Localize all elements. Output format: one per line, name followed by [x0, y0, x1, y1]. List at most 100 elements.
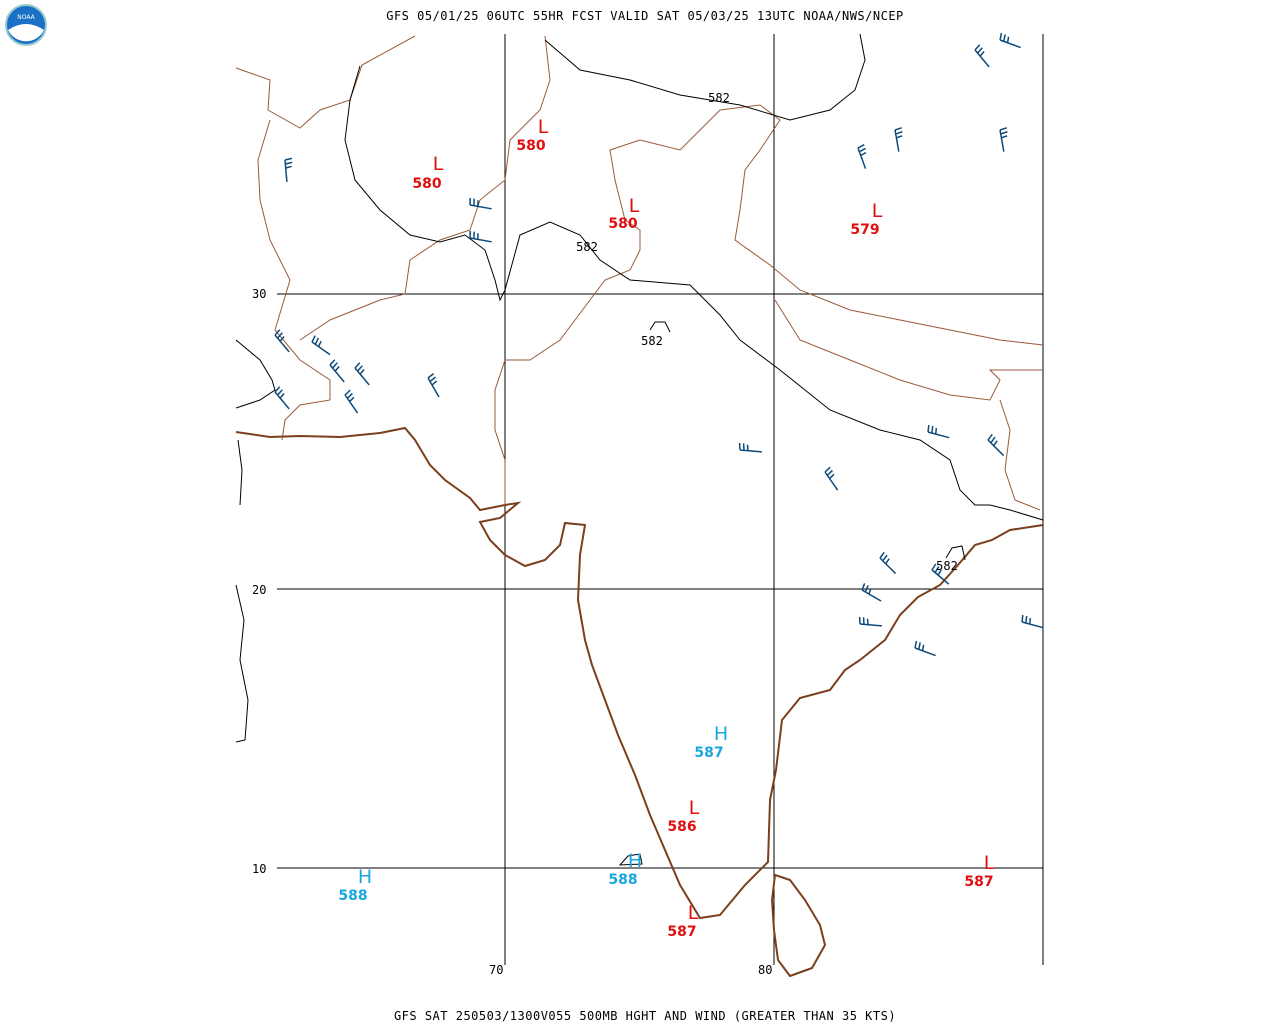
wind-barb: [284, 157, 293, 182]
contour-label: 582: [641, 334, 663, 348]
center-value: 580: [412, 176, 441, 192]
wind-barb: [857, 144, 867, 169]
contour: [235, 584, 249, 743]
center-value: 586: [667, 819, 696, 835]
wind-barb: [861, 583, 882, 602]
borders: [235, 35, 1044, 511]
contour: [618, 853, 643, 866]
lat-label: 20: [252, 583, 266, 597]
contour: [945, 545, 966, 561]
border: [257, 119, 331, 441]
wind-barb: [999, 32, 1021, 49]
wind-barb: [274, 329, 290, 353]
wind-barb: [894, 127, 903, 152]
barb-shaft: [861, 583, 882, 602]
wind-barb: [927, 424, 950, 439]
center-value: 580: [608, 216, 637, 232]
wind-barb: [987, 433, 1005, 457]
footer: GFS SAT 250503/1300V055 500MB HGHT AND W…: [394, 1009, 896, 1023]
border: [494, 359, 506, 505]
contour: [649, 321, 671, 333]
center-symbol: H: [714, 723, 728, 745]
wind-barb: [914, 640, 936, 657]
barb-shaft: [329, 359, 345, 383]
barb-shaft: [858, 616, 882, 627]
lat-label: 30: [252, 287, 266, 301]
barb-shaft: [987, 433, 1005, 457]
barb-shaft: [284, 157, 293, 182]
contour: [235, 339, 276, 409]
barb-shaft: [469, 230, 492, 243]
center-symbol: L: [538, 116, 549, 138]
barb-shaft: [274, 329, 290, 353]
wind-barbs: [274, 32, 1044, 657]
barb-shaft: [469, 197, 492, 210]
barb-shaft: [879, 551, 897, 575]
center-symbol: H: [628, 850, 642, 872]
coast-sri-lanka: [770, 873, 827, 978]
center-symbol: L: [688, 902, 699, 924]
center-value: 588: [608, 872, 637, 888]
barb-shaft: [914, 640, 936, 657]
center-value: 580: [516, 138, 545, 154]
wind-barb: [354, 362, 370, 386]
coast-india: [235, 426, 1044, 920]
contours: [235, 33, 1044, 866]
barb-shaft: [344, 389, 359, 414]
barb-shaft: [738, 442, 762, 453]
contour-label: 582: [576, 240, 598, 254]
wind-barb: [931, 563, 950, 585]
barb-shaft: [927, 424, 950, 439]
logo-text: NOAA: [17, 14, 35, 21]
wind-barb: [999, 127, 1008, 152]
barb-shaft: [824, 466, 839, 491]
contour: [344, 65, 506, 302]
lon-label: 70: [489, 963, 503, 977]
center-value: 587: [694, 745, 723, 761]
center-symbol: L: [984, 852, 995, 874]
wind-barb: [824, 466, 839, 491]
logo-wave: [8, 24, 44, 42]
lat-label: 10: [252, 862, 266, 876]
barb-shaft: [931, 563, 950, 585]
barb-shaft: [974, 44, 990, 68]
wind-barb: [469, 197, 492, 210]
barb-shaft: [857, 144, 867, 169]
center-symbol: L: [433, 153, 444, 175]
contour: [544, 33, 866, 121]
wind-barb: [274, 386, 290, 410]
center-symbol: H: [358, 866, 372, 888]
center-symbol: L: [872, 200, 883, 222]
labels: L580L580L580L579H587L586H588H588L587L587…: [338, 91, 994, 940]
wind-barb: [738, 442, 762, 453]
logo: NOAA: [5, 4, 47, 46]
wind-barb: [329, 359, 345, 383]
wind-barb: [1021, 614, 1044, 629]
contour: [237, 439, 243, 506]
border: [505, 104, 1044, 361]
header: GFS 05/01/25 06UTC 55HR FCST VALID SAT 0…: [386, 9, 904, 23]
border: [299, 35, 551, 341]
wind-barb: [974, 44, 990, 68]
contour-label: 582: [708, 91, 730, 105]
contour: [504, 221, 1044, 521]
barb-shaft: [354, 362, 370, 386]
coastline: [235, 426, 1044, 978]
border: [999, 399, 1041, 511]
contour-label: 582: [936, 559, 958, 573]
wind-barb: [427, 373, 440, 398]
center-value: 587: [964, 874, 993, 890]
wind-barb: [311, 335, 331, 356]
wind-barb: [858, 616, 882, 627]
border: [774, 299, 1043, 401]
center-value: 588: [338, 888, 367, 904]
barb-shaft: [427, 373, 440, 398]
center-symbol: L: [689, 797, 700, 819]
lon-label: 80: [758, 963, 772, 977]
center-value: 579: [850, 222, 879, 238]
barb-shaft: [894, 127, 903, 152]
wind-barb: [344, 389, 359, 414]
barb-shaft: [274, 386, 290, 410]
